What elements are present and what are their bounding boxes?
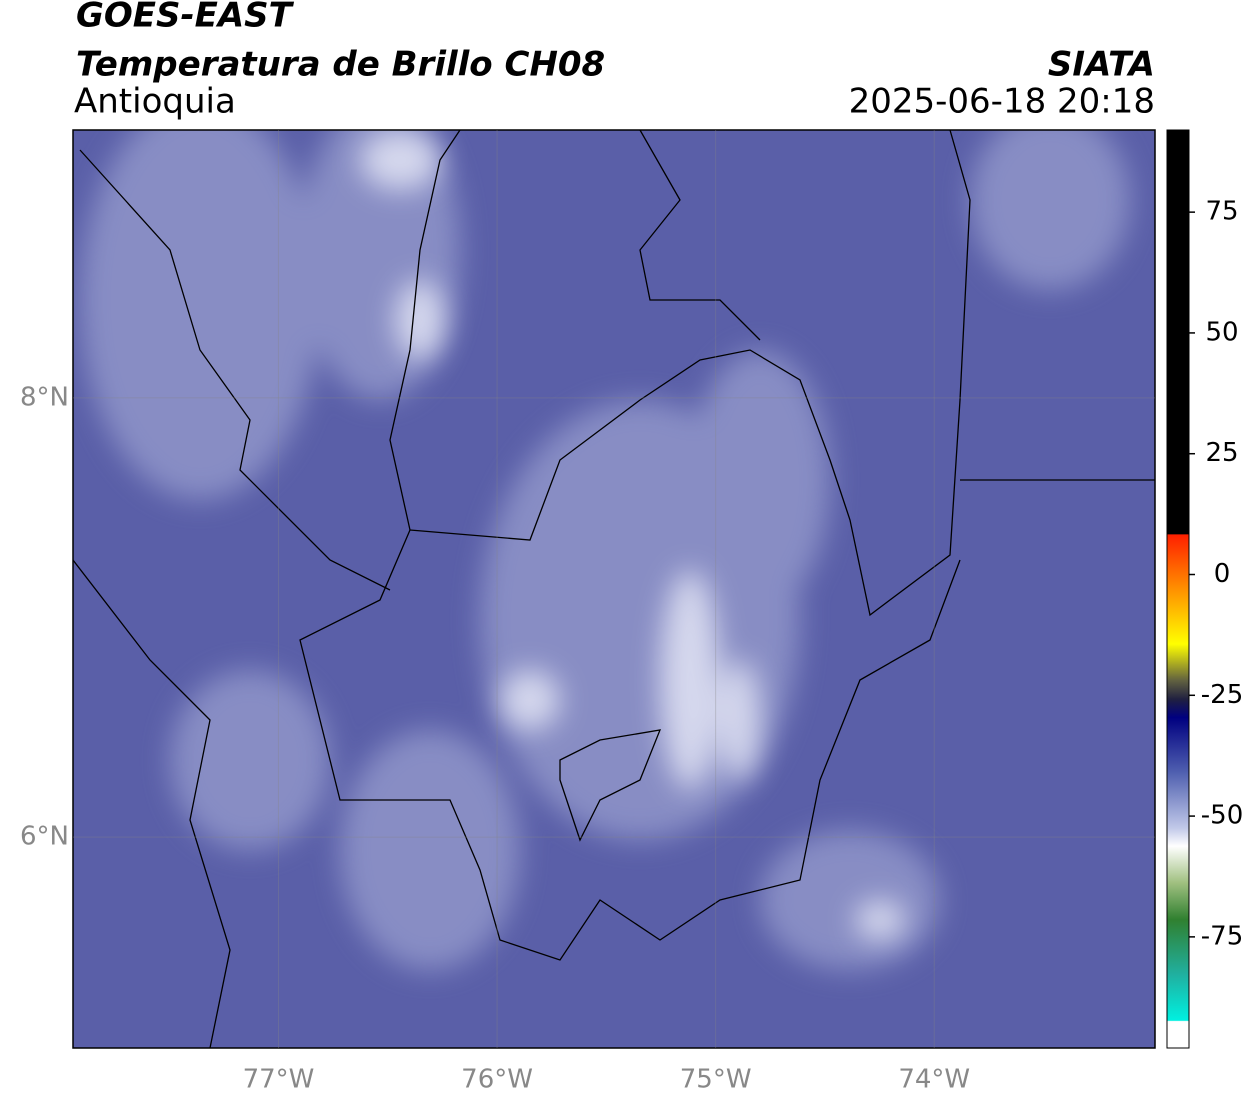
- map-image: [73, 130, 1155, 1048]
- colorbar-tick-label: -50: [1201, 801, 1243, 831]
- y-tick-label: 8°N: [20, 382, 69, 412]
- subtitle: Temperatura de Brillo CH08: [76, 45, 605, 85]
- datetime: 2025-06-18 20:18: [849, 82, 1155, 122]
- x-tick-label: 74°W: [898, 1065, 970, 1095]
- colorbar-tick-label: -75: [1201, 921, 1243, 951]
- region: Antioquia: [74, 82, 236, 122]
- title: GOES-EAST: [76, 0, 295, 36]
- x-tick-label: 77°W: [243, 1065, 315, 1095]
- colorbar-tick-label: 50: [1205, 317, 1238, 347]
- x-tick-label: 76°W: [461, 1065, 533, 1095]
- colorbar-tick-label: -25: [1201, 680, 1243, 710]
- colorbar-tick-label: 75: [1205, 197, 1238, 227]
- colorbar-tick-label: 25: [1205, 438, 1238, 468]
- x-tick-label: 75°W: [680, 1065, 752, 1095]
- colorbar-tick-label: 0: [1214, 559, 1231, 589]
- map-frame: [72, 129, 1156, 1049]
- colorbar: [1166, 129, 1190, 1049]
- y-tick-label: 6°N: [20, 822, 69, 852]
- source: SIATA: [1048, 45, 1155, 85]
